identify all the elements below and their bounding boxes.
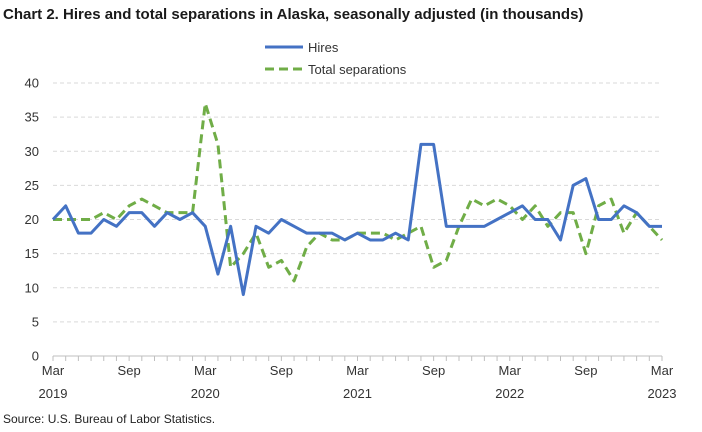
series-line-hires bbox=[51, 142, 662, 297]
x-tick-label-month: Mar bbox=[651, 363, 674, 378]
y-tick-label: 30 bbox=[25, 144, 39, 159]
x-tick-label-year: 2021 bbox=[343, 386, 372, 401]
y-tick-label: 20 bbox=[25, 212, 39, 227]
chart-title: Chart 2. Hires and total separations in … bbox=[3, 6, 584, 23]
legend-label: Total separations bbox=[308, 62, 407, 77]
x-tick-label-year: 2019 bbox=[39, 386, 68, 401]
y-tick-label: 0 bbox=[32, 349, 39, 364]
y-tick-label: 25 bbox=[25, 178, 39, 193]
y-tick-label: 40 bbox=[25, 76, 39, 91]
x-tick-label-month: Mar bbox=[42, 363, 65, 378]
series-lines bbox=[51, 101, 664, 297]
y-tick-label: 5 bbox=[32, 314, 39, 329]
legend: Hires Total separations bbox=[265, 40, 407, 77]
x-tick-label-year: 2023 bbox=[648, 386, 677, 401]
x-tick-label-month: Sep bbox=[574, 363, 597, 378]
x-tick-label-month: Sep bbox=[422, 363, 445, 378]
y-tick-label: 15 bbox=[25, 246, 39, 261]
x-tick-label-year: 2020 bbox=[191, 386, 220, 401]
y-tick-label: 10 bbox=[25, 280, 39, 295]
x-tick-label-month: Mar bbox=[499, 363, 522, 378]
x-tick-label-month: Sep bbox=[118, 363, 141, 378]
source-note: Source: U.S. Bureau of Labor Statistics. bbox=[3, 412, 216, 426]
legend-label: Hires bbox=[308, 40, 339, 55]
gridlines bbox=[53, 82, 662, 357]
x-tick-label-month: Mar bbox=[346, 363, 369, 378]
y-tick-label: 35 bbox=[25, 110, 39, 125]
x-tick-label-year: 2022 bbox=[495, 386, 524, 401]
y-axis: 0 5 10 15 20 25 30 35 40 bbox=[25, 76, 39, 364]
x-tick-label-month: Mar bbox=[194, 363, 217, 378]
x-tick-label-month: Sep bbox=[270, 363, 293, 378]
x-axis: Mar 2019 Sep Mar 2020 Sep Mar 2021 Sep Mar 2022 Sep… bbox=[39, 356, 677, 401]
